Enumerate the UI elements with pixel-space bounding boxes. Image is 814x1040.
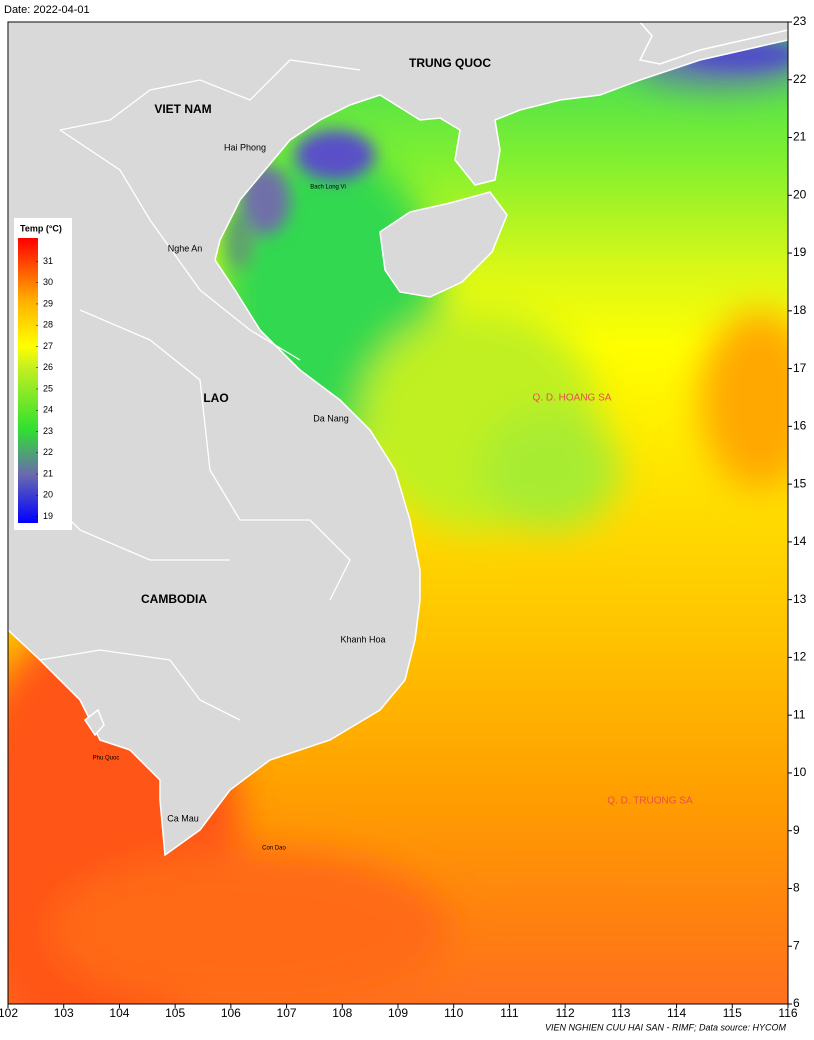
y-tick-label: 21	[793, 130, 807, 144]
colorbar-tick-label: 20	[43, 490, 53, 500]
colorbar-tick-label: 24	[43, 405, 53, 415]
y-tick-label: 14	[793, 534, 807, 548]
y-tick-label: 9	[793, 823, 800, 837]
colorbar-tick-label: 29	[43, 298, 53, 308]
x-tick-label: 111	[500, 1006, 519, 1020]
y-tick-label: 6	[793, 996, 800, 1010]
phu-quoc	[83, 708, 105, 737]
x-tick-label: 107	[277, 1006, 297, 1020]
map	[8, 22, 788, 1004]
place-label: Hai Phong	[224, 142, 266, 152]
place-label: TRUNG QUOC	[409, 56, 491, 70]
y-tick-label: 12	[793, 650, 807, 664]
mainland	[8, 22, 788, 857]
y-tick-label: 22	[793, 72, 807, 86]
place-label: Phu Quoc	[93, 756, 120, 762]
colorbar-tick-label: 25	[43, 383, 53, 393]
place-label: LAO	[203, 391, 228, 405]
colorbar-tick-label: 19	[43, 511, 53, 521]
place-label: CAMBODIA	[141, 592, 207, 606]
colorbar-tick-label: 30	[43, 277, 53, 287]
credit: VIEN NGHIEN CUU HAI SAN - RIMF; Data sou…	[545, 1022, 787, 1032]
y-tick-label: 15	[793, 476, 807, 490]
date: Date: 2022-04-01	[4, 4, 90, 16]
y-tick-label: 16	[793, 419, 807, 433]
x-tick-label: 116	[778, 1006, 797, 1020]
colorbar-tick-label: 22	[43, 447, 53, 457]
y-tick-label: 13	[793, 592, 807, 606]
y-tick-label: 8	[793, 881, 800, 895]
colorbar-title: Temp (°C)	[20, 223, 62, 233]
x-tick-label: 112	[556, 1006, 575, 1020]
place-label: Bach Long Vi	[310, 185, 346, 191]
colorbar-tick-label: 21	[43, 468, 53, 478]
y-tick-label: 11	[793, 707, 806, 721]
x-tick-label: 113	[611, 1006, 630, 1020]
y-tick-label: 19	[793, 245, 807, 259]
y-tick-label: 7	[793, 938, 800, 952]
colorbar-tick-label: 26	[43, 362, 53, 372]
x-tick-label: 105	[165, 1006, 185, 1020]
x-tick-label: 103	[54, 1006, 74, 1020]
y-tick-label: 17	[793, 361, 807, 375]
colorbar-tick-label: 23	[43, 426, 53, 436]
borders	[19, 59, 361, 721]
place-label: Q. D. HOANG SA	[533, 393, 612, 404]
place-label: Ca Mau	[167, 813, 199, 823]
place-label: Con Dao	[262, 846, 286, 852]
x-tick-label: 108	[332, 1006, 352, 1020]
x-tick-label: 109	[388, 1006, 408, 1020]
colorbar-scale	[18, 238, 38, 523]
place-label: Q. D. TRUONG SA	[607, 796, 693, 807]
y-tick-label: 20	[793, 187, 807, 201]
place-label: VIET NAM	[154, 102, 211, 116]
y-tick-label: 23	[793, 14, 807, 28]
y-tick-label: 18	[793, 303, 807, 317]
colorbar-tick-label: 28	[43, 320, 53, 330]
x-tick-label: 114	[667, 1006, 686, 1020]
place-label: Nghe An	[168, 243, 203, 253]
colorbar: Temp (°C)	[14, 218, 72, 530]
x-tick-label: 104	[109, 1006, 129, 1020]
x-tick-label: 115	[723, 1006, 742, 1020]
colorbar-tick-label: 27	[43, 341, 53, 351]
colorbar-tick-label: 31	[43, 256, 53, 266]
place-label: Da Nang	[313, 413, 349, 423]
y-tick-label: 10	[793, 765, 807, 779]
x-tick-label: 110	[444, 1006, 463, 1020]
x-tick-label: 102	[0, 1006, 18, 1020]
place-label: Khanh Hoa	[340, 634, 385, 644]
hainan	[379, 191, 508, 298]
x-tick-label: 106	[221, 1006, 241, 1020]
